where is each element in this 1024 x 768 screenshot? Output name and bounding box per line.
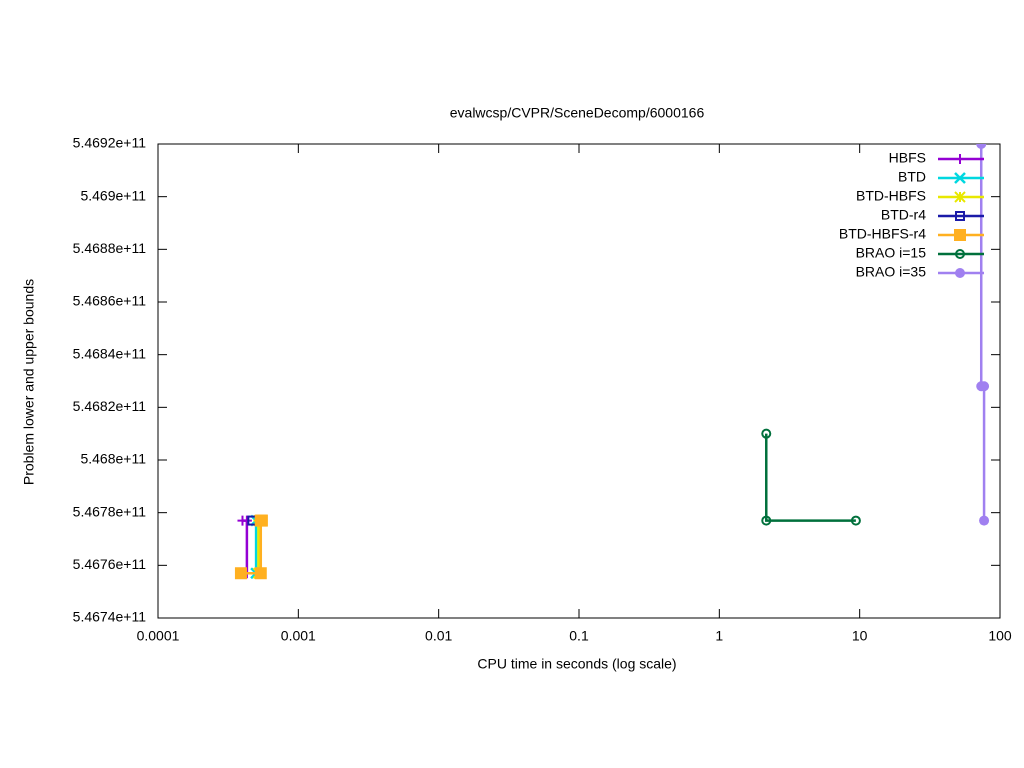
x-tick-label: 0.0001: [137, 628, 180, 644]
legend-marker: [954, 172, 966, 184]
legend-label: BTD: [898, 169, 926, 185]
legend-marker: [955, 211, 965, 221]
legend-label: BTD-HBFS: [856, 188, 926, 204]
series-line: [765, 433, 856, 522]
x-tick-label: 100: [988, 628, 1012, 644]
legend-label: BTD-HBFS-r4: [839, 226, 926, 242]
x-tick-label: 0.01: [425, 628, 452, 644]
marker: [254, 514, 267, 527]
x-axis-label: CPU time in seconds (log scale): [477, 656, 676, 672]
y-tick-label: 5.4688e+11: [73, 240, 147, 256]
x-tick-label: 1: [715, 628, 723, 644]
y-tick-label: 5.468e+11: [80, 451, 146, 467]
legend-label: BTD-r4: [881, 207, 926, 223]
series-line: [979, 144, 986, 521]
marker: [761, 515, 772, 526]
x-tick-label: 0.001: [281, 628, 316, 644]
y-tick-label: 5.4674e+11: [73, 609, 147, 625]
legend-label: BRAO i=35: [856, 264, 927, 280]
marker: [234, 567, 247, 580]
chart-title: evalwcsp/CVPR/SceneDecomp/6000166: [450, 105, 705, 121]
legend-label: BRAO i=15: [856, 245, 927, 261]
y-axis-label: Problem lower and upper bounds: [21, 279, 37, 485]
y-tick-label: 5.4682e+11: [73, 398, 147, 414]
marker: [850, 515, 861, 526]
legend-marker: [955, 154, 965, 164]
x-tick-label: 10: [852, 628, 868, 644]
legend-marker: [955, 249, 965, 259]
marker: [254, 567, 267, 580]
plot-area: [234, 144, 990, 580]
legend-marker: [955, 268, 965, 278]
legend-label: HBFS: [889, 150, 926, 166]
legend-marker: [954, 191, 966, 203]
marker: [761, 428, 772, 439]
y-tick-label: 5.4684e+11: [73, 345, 147, 361]
marker: [979, 515, 990, 526]
x-tick-label: 0.1: [569, 628, 589, 644]
marker: [241, 515, 252, 526]
marker: [979, 381, 990, 392]
plot-frame: [157, 143, 1001, 619]
y-tick-label: 5.4692e+11: [73, 135, 147, 151]
legend-marker: [954, 229, 966, 241]
marker: [976, 144, 987, 149]
y-tick-label: 5.4678e+11: [73, 503, 147, 519]
y-tick-label: 5.4686e+11: [73, 293, 147, 309]
y-tick-label: 5.4676e+11: [73, 556, 147, 572]
y-tick-label: 5.469e+11: [80, 187, 146, 203]
series-line: [242, 519, 249, 574]
